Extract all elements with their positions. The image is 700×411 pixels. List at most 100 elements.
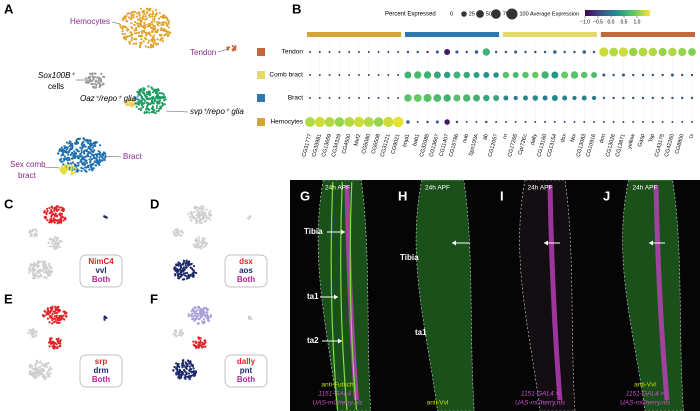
hemocyte-cluster: [135, 29, 138, 32]
sex-comb-cluster: [70, 170, 73, 173]
feature-cluster: [45, 207, 49, 210]
feature-cluster: [62, 209, 65, 213]
bract-cluster: [89, 140, 92, 143]
feature-cluster: [38, 374, 41, 377]
feature-cluster: [49, 372, 52, 375]
feature-cluster: [200, 247, 203, 250]
dot: [628, 47, 638, 57]
dot: [416, 50, 419, 54]
oaz-glia: [131, 100, 134, 103]
legend-entry: Both: [92, 375, 110, 384]
glia-cluster: [135, 105, 138, 108]
feature-cluster: [46, 219, 49, 222]
feature-cluster: [27, 331, 30, 334]
dot: [661, 121, 664, 123]
feature-cluster: [192, 343, 195, 346]
feature-cluster: [53, 315, 56, 318]
feature-cluster: [178, 234, 181, 237]
colorbar-label: −1.0: [580, 19, 590, 25]
dot: [475, 121, 478, 123]
feature-cluster: [183, 260, 186, 263]
glia-cluster: [158, 92, 161, 95]
gene-label: ab: [482, 133, 489, 140]
gene-label: CG42260: [664, 133, 676, 157]
hemocyte-cluster: [125, 38, 128, 41]
bract-cluster: [84, 166, 87, 169]
dot: [426, 120, 429, 124]
feature-cluster: [175, 264, 178, 267]
bract-cluster: [62, 149, 65, 152]
hemocyte-cluster: [143, 21, 146, 24]
bract-cluster: [67, 142, 71, 145]
feature-cluster: [178, 230, 181, 233]
feature-cluster: [30, 374, 34, 377]
feature-cluster: [28, 269, 31, 272]
feature-cluster: [197, 322, 200, 325]
dot: [542, 95, 548, 101]
dot: [638, 47, 648, 57]
feature-cluster: [174, 234, 177, 238]
feature-cluster: [57, 321, 60, 325]
legend-entry: Both: [237, 275, 255, 284]
feature-cluster: [59, 339, 62, 342]
feature-cluster: [183, 268, 186, 271]
sox-cluster: [93, 82, 96, 85]
sex-comb-cluster: [59, 169, 63, 172]
feature-cluster: [182, 266, 185, 269]
feature-cluster: [54, 320, 57, 323]
feature-cluster: [198, 341, 201, 345]
feature-cluster: [182, 272, 185, 276]
feature-cluster: [35, 232, 38, 235]
dot: [591, 95, 597, 101]
tissue: [622, 180, 684, 411]
dot: [444, 119, 450, 125]
panel-letter: A: [4, 1, 14, 16]
dot: [671, 121, 674, 123]
feature-cluster: [53, 311, 57, 315]
dot: [642, 121, 644, 123]
feature-cluster: [198, 310, 202, 313]
feature-cluster: [63, 318, 66, 321]
feature-cluster: [194, 245, 197, 249]
feature-cluster: [64, 218, 67, 221]
bract-cluster: [75, 164, 79, 167]
feature-cluster: [56, 222, 59, 225]
group-bar: [600, 32, 695, 37]
gene-label: CG34329: [331, 133, 343, 157]
leader-line: [127, 98, 142, 102]
hemocyte-cluster: [151, 40, 154, 43]
feature-cluster: [29, 264, 32, 268]
hemocyte-cluster: [130, 26, 133, 29]
bract-cluster: [58, 149, 61, 153]
dot: [622, 96, 625, 100]
feature-cluster: [41, 314, 45, 317]
feature-cluster: [48, 375, 51, 378]
dot: [532, 71, 539, 79]
hemocyte-cluster: [156, 21, 159, 24]
feature-cluster: [185, 259, 188, 262]
colorbar-label: 1.0: [634, 19, 641, 25]
dot: [563, 50, 566, 54]
annotation: Tibia: [400, 253, 419, 262]
feature-cluster: [192, 264, 196, 268]
dot: [561, 71, 569, 79]
feature-cluster: [204, 345, 207, 348]
umap-label: svp⁺/repo⁺ glia: [190, 107, 244, 116]
bract-cluster: [84, 169, 87, 172]
gene-label: yellow: [627, 133, 637, 149]
feature-cluster: [203, 220, 206, 223]
gene-label: CG13083: [576, 133, 588, 157]
sex-comb-cluster: [66, 166, 69, 169]
feature-cluster: [37, 261, 40, 264]
feature-cluster: [28, 364, 31, 367]
feature-cluster: [49, 245, 52, 248]
panel-letter: B: [292, 1, 301, 16]
feature-cluster: [46, 311, 49, 314]
dot: [358, 51, 360, 53]
bract-cluster: [71, 161, 74, 164]
glia-cluster: [142, 102, 145, 105]
hemocyte-cluster: [149, 43, 153, 46]
bract-cluster: [66, 146, 69, 149]
feature-cluster: [49, 273, 52, 277]
size-key: [461, 11, 467, 17]
